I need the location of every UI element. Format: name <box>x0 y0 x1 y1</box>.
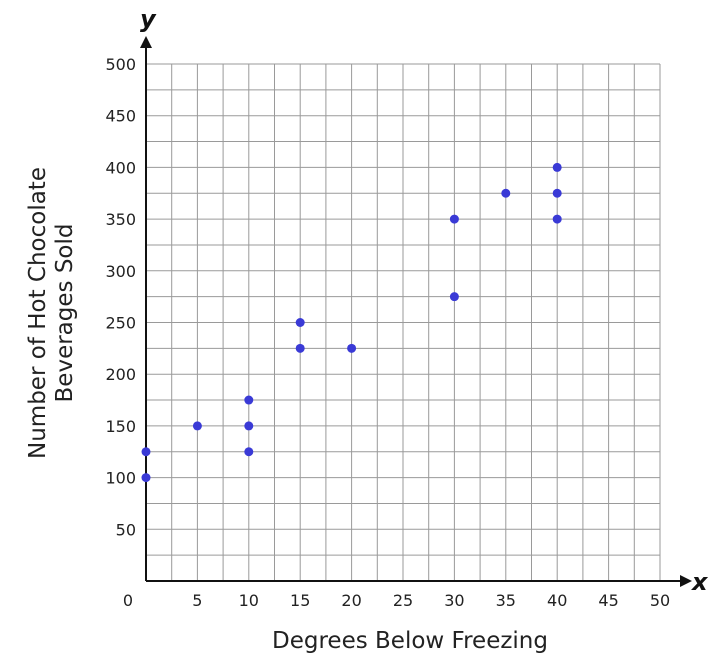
y-tick-label: 200 <box>105 365 136 384</box>
x-tick-label: 40 <box>547 591 567 610</box>
data-point <box>449 214 459 224</box>
grid <box>146 63 661 581</box>
data-point <box>501 188 511 198</box>
y-axis-arrow <box>140 36 152 48</box>
data-point <box>552 214 562 224</box>
x-tick-label: 0 <box>123 591 133 610</box>
y-tick-label: 500 <box>105 55 136 74</box>
x-tick-label: 35 <box>496 591 516 610</box>
y-tick-label: 250 <box>105 314 136 333</box>
data-point <box>552 188 562 198</box>
data-point <box>449 292 459 302</box>
x-tick-label: 20 <box>341 591 361 610</box>
data-point <box>244 421 254 431</box>
tick-labels: 0 5 10 15 20 25 30 35 40 45 50 50 100 150 200 250 300 350… <box>105 55 670 610</box>
x-tick-label: 15 <box>290 591 310 610</box>
y-tick-label: 400 <box>105 158 136 177</box>
y-axis-title-line-2: Beverages Sold <box>52 224 78 403</box>
x-axis-title: Degrees Below Freezing <box>272 628 548 654</box>
y-tick-label: 150 <box>105 417 136 436</box>
data-point <box>295 343 305 353</box>
x-axis-letter: x <box>691 568 709 596</box>
y-axis-title: Number of Hot Chocolate Beverages Sold <box>25 167 78 459</box>
y-axis-letter: y <box>140 5 157 33</box>
y-tick-label: 50 <box>116 520 136 539</box>
data-point <box>141 473 151 483</box>
y-tick-label: 350 <box>105 210 136 229</box>
data-point <box>192 421 202 431</box>
y-tick-label: 300 <box>105 262 136 281</box>
y-tick-label: 450 <box>105 107 136 126</box>
x-tick-label: 25 <box>393 591 413 610</box>
data-point <box>295 318 305 327</box>
y-tick-label: 100 <box>105 469 136 488</box>
x-tick-label: 45 <box>598 591 618 610</box>
data-point <box>244 447 254 457</box>
x-tick-label: 5 <box>192 591 202 610</box>
axes <box>140 36 692 587</box>
y-axis-title-line-1: Number of Hot Chocolate <box>25 167 51 459</box>
x-axis-arrow <box>680 575 692 587</box>
x-tick-label: 10 <box>239 591 259 610</box>
data-point <box>244 395 254 405</box>
data-point <box>552 162 562 172</box>
x-tick-label: 30 <box>444 591 464 610</box>
data-point <box>347 343 357 353</box>
data-point <box>141 447 151 457</box>
x-tick-label: 50 <box>650 591 670 610</box>
data-points <box>141 162 562 483</box>
